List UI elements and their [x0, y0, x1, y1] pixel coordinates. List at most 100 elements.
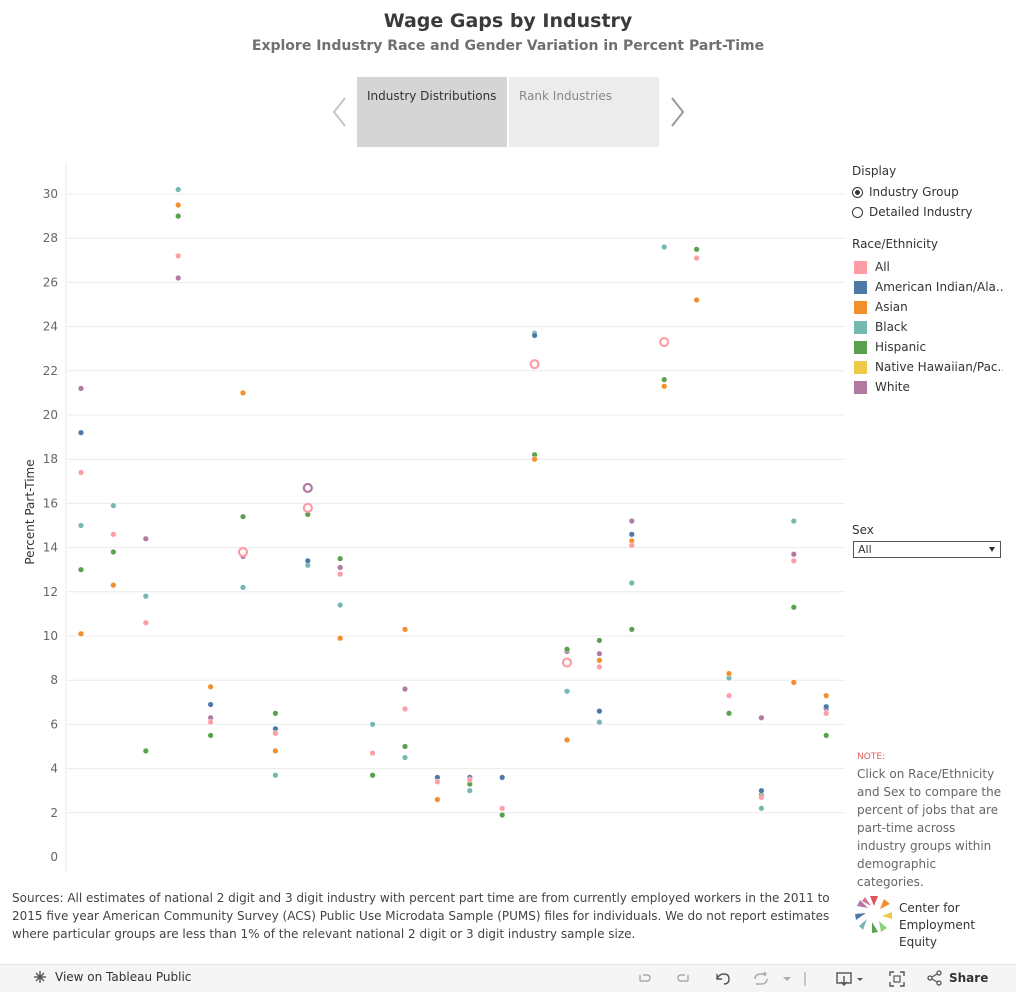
point-all-3	[175, 252, 182, 259]
point-black-18	[661, 244, 668, 251]
y-tick-label: 14	[43, 541, 58, 555]
point-white-3	[175, 274, 182, 281]
point-black-6	[272, 772, 279, 779]
radio-unselected-icon	[852, 206, 863, 218]
point-white-21	[758, 714, 765, 721]
point-all-23	[823, 710, 830, 717]
point-all-20	[726, 692, 733, 699]
point-black-15	[564, 688, 571, 695]
point-black-10	[402, 754, 409, 761]
point-asian-11	[434, 796, 441, 803]
point-all-9	[369, 750, 376, 757]
y-tick-label: 20	[43, 408, 58, 422]
revert-icon[interactable]	[714, 970, 732, 988]
point-hispanic-2	[142, 747, 149, 754]
point-hispanic-4	[207, 732, 214, 739]
redo-icon[interactable]	[675, 970, 693, 988]
point-american-indian-ala-21	[758, 787, 765, 794]
legend-item-3[interactable]: Black	[852, 317, 1003, 337]
point-all-15	[561, 657, 573, 668]
point-american-indian-ala-17	[628, 531, 635, 538]
point-all-2	[142, 619, 149, 626]
point-black-9	[369, 721, 376, 728]
point-black-17	[628, 579, 635, 586]
fullscreen-icon[interactable]	[888, 970, 906, 988]
legend-item-0[interactable]: All	[852, 257, 1003, 277]
radio-detailed-industry[interactable]: Detailed Industry	[852, 204, 973, 220]
radio-industry-group[interactable]: Industry Group	[852, 184, 973, 200]
chevron-left-icon[interactable]	[331, 96, 349, 128]
point-asian-19	[693, 297, 700, 304]
legend-item-5[interactable]: Native Hawaiian/Pac...	[852, 357, 1003, 377]
legend-item-4[interactable]: Hispanic	[852, 337, 1003, 357]
y-tick-label: 8	[50, 673, 58, 687]
race-legend-title: Race/Ethnicity	[852, 237, 939, 251]
point-white-17	[628, 518, 635, 525]
legend-item-6[interactable]: White	[852, 377, 1003, 397]
y-tick-label: 18	[43, 452, 58, 466]
y-tick-label: 6	[50, 717, 58, 731]
tab-rank-industries[interactable]: Rank Industries	[509, 77, 659, 147]
radio-selected-icon	[852, 186, 863, 198]
point-white-22	[790, 551, 797, 558]
point-hispanic-9	[369, 772, 376, 779]
y-tick-label: 24	[43, 320, 58, 334]
point-asian-15	[564, 736, 571, 743]
point-black-16	[596, 719, 603, 726]
sex-dropdown[interactable]: All	[853, 541, 1001, 558]
point-black-21	[758, 805, 765, 812]
point-asian-18	[661, 383, 668, 390]
point-hispanic-20	[726, 710, 733, 717]
point-hispanic-6	[272, 710, 279, 717]
note-label: NOTE:	[857, 752, 886, 762]
point-american-indian-ala-0	[77, 429, 84, 436]
point-hispanic-15	[564, 646, 571, 653]
point-hispanic-17	[628, 626, 635, 633]
share-label: Share	[949, 971, 989, 985]
point-asian-20	[726, 670, 733, 677]
point-all-1	[110, 531, 117, 538]
logo-line-2: Employment Equity	[899, 918, 976, 949]
point-asian-10	[402, 626, 409, 633]
center-for-employment-equity-logo	[855, 896, 892, 933]
y-tick-label: 12	[43, 585, 58, 599]
legend-item-2[interactable]: Asian	[852, 297, 1003, 317]
undo-icon[interactable]	[635, 970, 653, 988]
point-all-0	[77, 469, 84, 476]
point-black-8	[337, 602, 344, 609]
y-tick-label: 0	[50, 850, 58, 864]
display-title: Display	[852, 164, 897, 178]
legend-label: Black	[875, 320, 908, 334]
point-all-7	[302, 502, 313, 513]
legend-swatch	[854, 380, 867, 394]
legend-label: American Indian/Ala...	[875, 280, 1003, 294]
chevron-right-icon[interactable]	[668, 96, 686, 128]
point-black-3	[175, 186, 182, 193]
share-button[interactable]: Share	[927, 970, 988, 986]
point-all-22	[790, 557, 797, 564]
refresh-icon[interactable]	[752, 970, 770, 988]
point-all-8	[337, 571, 344, 578]
point-hispanic-10	[402, 743, 409, 750]
y-tick-label: 28	[43, 231, 58, 245]
legend-swatch	[854, 360, 867, 374]
legend-swatch	[854, 260, 867, 274]
point-black-2	[142, 593, 149, 600]
point-all-10	[402, 705, 409, 712]
legend-label: Asian	[875, 300, 908, 314]
download-icon[interactable]	[836, 970, 866, 988]
point-white-8	[337, 564, 344, 571]
tab-industry-distributions[interactable]: Industry Distributions	[357, 77, 507, 147]
point-hispanic-5	[239, 513, 246, 520]
legend-item-1[interactable]: American Indian/Ala...	[852, 277, 1003, 297]
y-tick-label: 16	[43, 496, 58, 510]
point-white-16	[596, 650, 603, 657]
point-all-16	[596, 663, 603, 670]
legend-swatch	[854, 340, 867, 354]
point-asian-5	[239, 389, 246, 396]
view-on-tableau-link[interactable]: View on Tableau Public	[33, 970, 191, 984]
view-on-tableau-label: View on Tableau Public	[55, 970, 192, 984]
refresh-dropdown-icon[interactable]	[778, 970, 796, 988]
note-text: Click on Race/Ethnicity and Sex to compa…	[857, 767, 1002, 889]
